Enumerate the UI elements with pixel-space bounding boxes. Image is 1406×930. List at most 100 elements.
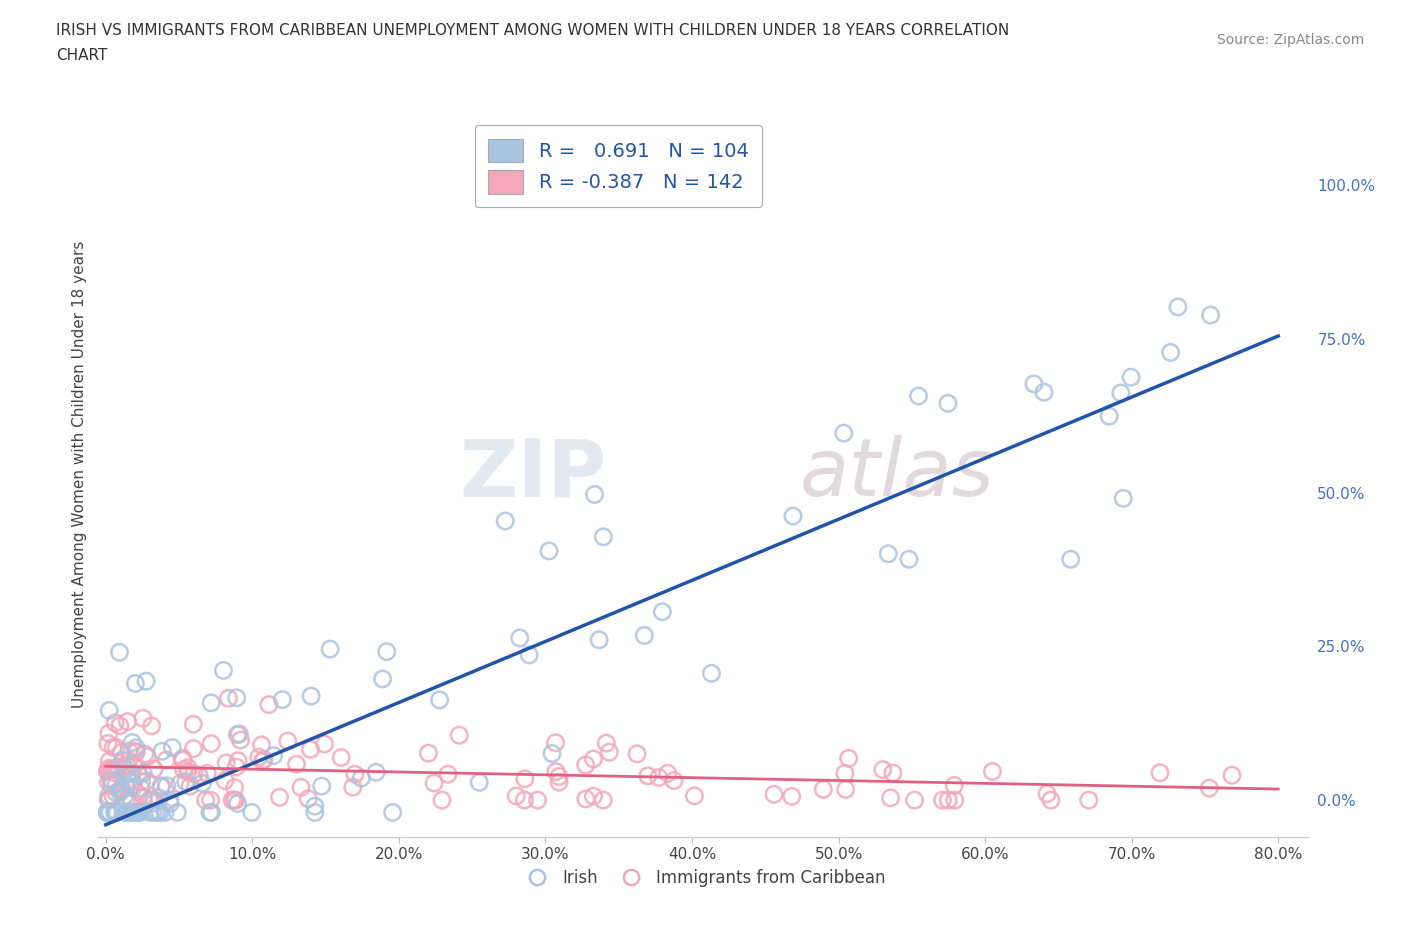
- Point: [97, 761, 120, 776]
- Point: [118, 805, 141, 820]
- Point: [240, 805, 263, 820]
- Point: [1036, 787, 1059, 802]
- Point: [592, 792, 614, 807]
- Point: [121, 805, 143, 820]
- Point: [449, 728, 471, 743]
- Point: [1167, 299, 1189, 314]
- Point: [97, 736, 120, 751]
- Point: [250, 737, 273, 752]
- Point: [111, 781, 134, 796]
- Point: [145, 805, 167, 820]
- Point: [253, 752, 276, 767]
- Point: [229, 733, 252, 748]
- Point: [105, 777, 128, 791]
- Point: [127, 767, 149, 782]
- Point: [271, 692, 294, 707]
- Point: [1039, 792, 1062, 807]
- Point: [124, 805, 146, 820]
- Point: [166, 805, 188, 820]
- Point: [146, 805, 169, 820]
- Point: [143, 795, 166, 810]
- Point: [101, 789, 124, 804]
- Point: [172, 752, 194, 767]
- Point: [98, 764, 121, 778]
- Point: [131, 775, 153, 790]
- Point: [96, 764, 118, 778]
- Point: [1060, 551, 1083, 566]
- Point: [142, 792, 165, 807]
- Point: [943, 792, 966, 807]
- Point: [97, 792, 120, 807]
- Point: [153, 805, 176, 820]
- Point: [592, 529, 614, 544]
- Point: [139, 805, 162, 820]
- Point: [114, 762, 136, 777]
- Point: [120, 779, 142, 794]
- Point: [517, 647, 540, 662]
- Point: [343, 767, 366, 782]
- Point: [173, 762, 195, 777]
- Point: [257, 698, 280, 712]
- Point: [782, 509, 804, 524]
- Point: [122, 756, 145, 771]
- Point: [429, 693, 451, 708]
- Point: [138, 792, 160, 807]
- Point: [311, 778, 333, 793]
- Point: [637, 768, 659, 783]
- Point: [101, 740, 124, 755]
- Point: [513, 792, 536, 807]
- Point: [224, 780, 246, 795]
- Point: [183, 741, 205, 756]
- Point: [330, 751, 353, 765]
- Point: [838, 751, 860, 765]
- Point: [544, 764, 567, 779]
- Point: [98, 703, 121, 718]
- Point: [96, 805, 118, 820]
- Point: [120, 766, 142, 781]
- Point: [304, 799, 326, 814]
- Point: [582, 789, 605, 804]
- Point: [195, 765, 218, 780]
- Point: [588, 632, 610, 647]
- Point: [877, 546, 900, 561]
- Point: [226, 727, 249, 742]
- Text: IRISH VS IMMIGRANTS FROM CARIBBEAN UNEMPLOYMENT AMONG WOMEN WITH CHILDREN UNDER : IRISH VS IMMIGRANTS FROM CARIBBEAN UNEMP…: [56, 23, 1010, 38]
- Point: [115, 805, 138, 820]
- Point: [505, 789, 527, 804]
- Point: [224, 792, 246, 807]
- Point: [121, 792, 143, 807]
- Point: [319, 642, 342, 657]
- Point: [215, 755, 238, 770]
- Point: [598, 745, 620, 760]
- Point: [181, 717, 204, 732]
- Point: [194, 792, 217, 807]
- Point: [548, 769, 571, 784]
- Point: [104, 761, 127, 776]
- Point: [149, 779, 172, 794]
- Point: [226, 753, 249, 768]
- Point: [1220, 768, 1243, 783]
- Text: ZIP: ZIP: [458, 435, 606, 513]
- Point: [263, 749, 285, 764]
- Point: [938, 792, 960, 807]
- Point: [575, 758, 598, 773]
- Point: [763, 787, 786, 802]
- Point: [135, 673, 157, 688]
- Point: [342, 779, 364, 794]
- Point: [541, 746, 564, 761]
- Point: [98, 805, 121, 820]
- Point: [834, 782, 856, 797]
- Point: [121, 735, 143, 750]
- Point: [1149, 765, 1171, 780]
- Point: [494, 513, 516, 528]
- Point: [132, 765, 155, 780]
- Point: [115, 805, 138, 820]
- Point: [228, 726, 250, 741]
- Point: [174, 775, 197, 790]
- Point: [437, 766, 460, 781]
- Point: [114, 789, 136, 804]
- Point: [582, 751, 605, 766]
- Point: [142, 805, 165, 820]
- Point: [124, 758, 146, 773]
- Point: [98, 753, 121, 768]
